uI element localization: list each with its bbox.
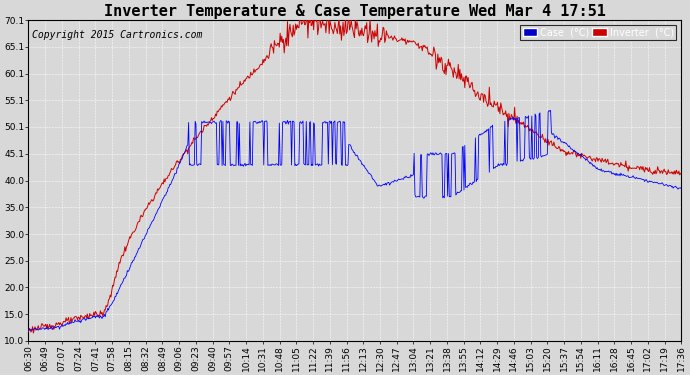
Title: Inverter Temperature & Case Temperature Wed Mar 4 17:51: Inverter Temperature & Case Temperature …	[104, 4, 606, 19]
Text: Copyright 2015 Cartronics.com: Copyright 2015 Cartronics.com	[32, 30, 202, 40]
Legend: Case  (°C), Inverter  (°C): Case (°C), Inverter (°C)	[520, 25, 676, 40]
